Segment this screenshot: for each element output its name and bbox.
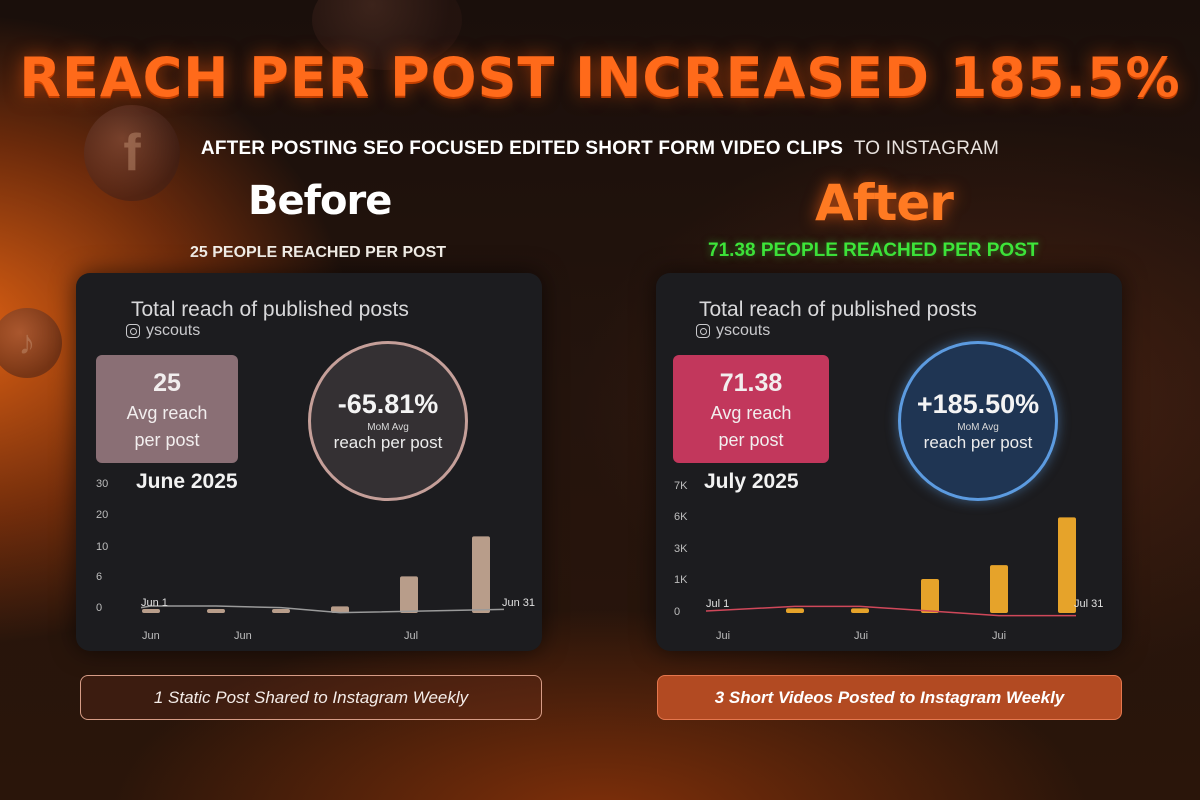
trend-line — [705, 605, 1076, 617]
x-tick-label: Jun — [234, 630, 252, 642]
avg-reach-label-2: per post — [718, 430, 784, 450]
avg-reach-label-1: Avg reach — [710, 403, 792, 423]
chart-bar — [921, 579, 939, 613]
chart-bar — [272, 609, 290, 613]
avg-reach-label-1: Avg reach — [126, 403, 208, 423]
subtitle-bold: AFTER POSTING SEO FOCUSED EDITED SHORT F… — [200, 138, 844, 159]
chart-bar — [851, 608, 869, 613]
x-tick-label: Jui — [854, 630, 868, 642]
instagram-icon — [126, 324, 140, 338]
before-reach-line: 25 PEOPLE REACHED PER POST — [190, 244, 447, 261]
mom-circle: -65.81% MoM Avg reach per post — [308, 341, 468, 501]
x-tick-label: Jui — [716, 630, 730, 642]
y-tick-label: 10 — [96, 541, 108, 553]
account-name: yscouts — [146, 322, 201, 339]
chart-bar — [1058, 517, 1076, 613]
before-heading: Before — [248, 178, 392, 224]
before-panel: Total reach of published posts yscouts 2… — [76, 273, 542, 651]
y-tick-label: 0 — [96, 602, 102, 614]
y-tick-label: 20 — [96, 509, 108, 521]
end-date-label: Jun 31 — [502, 597, 535, 609]
mom-small-label: MoM Avg — [957, 422, 999, 433]
main-title: REACH PER POST INCREASED 185.5% — [19, 46, 1181, 109]
chart-bar — [786, 608, 804, 613]
month-label: July 2025 — [704, 470, 799, 493]
before-chart: 30 20 10 6 0 Jun 1 Jun 31 Jun Jun Jul — [96, 478, 535, 642]
after-panel: Total reach of published posts yscouts 7… — [656, 273, 1122, 651]
y-tick-label: 30 — [96, 478, 108, 490]
before-footer-pill: 1 Static Post Shared to Instagram Weekly — [80, 675, 542, 720]
mom-value: +185.50% — [916, 389, 1040, 419]
y-tick-label: 6K — [674, 511, 688, 523]
trend-line — [140, 605, 505, 614]
x-tick-label: Jun — [142, 630, 160, 642]
chart-bar — [207, 609, 225, 613]
avg-reach-box: 71.38 Avg reach per post — [673, 355, 829, 463]
y-tick-label: 3K — [674, 543, 688, 555]
start-date-label: Jun 1 — [141, 597, 168, 609]
end-date-label: Jul 31 — [1074, 598, 1103, 610]
y-tick-label: 0 — [674, 606, 680, 618]
mom-label: reach per post — [333, 433, 443, 452]
avg-reach-label-2: per post — [134, 430, 200, 450]
decorative-tiktok-coin: ♪ — [0, 308, 62, 378]
y-tick-label: 6 — [96, 571, 102, 583]
after-chart: 7K 6K 3K 1K 0 Jul 1 Jul 31 Jui Jui Jui — [674, 480, 1103, 642]
after-reach-line: 71.38 PEOPLE REACHED PER POST — [708, 240, 1039, 261]
account-label: yscouts — [126, 322, 200, 340]
start-date-label: Jul 1 — [706, 598, 729, 610]
chart-bar — [142, 609, 160, 613]
chart-bar — [990, 565, 1008, 613]
panel-title: Total reach of published posts — [699, 298, 977, 321]
month-label: June 2025 — [136, 470, 238, 493]
y-tick-label: 7K — [674, 480, 688, 492]
chart-bar — [331, 606, 349, 613]
mom-circle: +185.50% MoM Avg reach per post — [898, 341, 1058, 501]
x-tick-label: Jul — [404, 630, 418, 642]
account-label: yscouts — [696, 322, 770, 340]
instagram-icon — [696, 324, 710, 338]
subtitle-thin: TO INSTAGRAM — [853, 138, 1000, 159]
avg-reach-value: 25 — [153, 369, 181, 397]
after-footer-pill: 3 Short Videos Posted to Instagram Weekl… — [657, 675, 1122, 720]
chart-bar — [400, 576, 418, 613]
avg-reach-value: 71.38 — [719, 369, 783, 397]
decorative-facebook-coin: f — [84, 105, 180, 201]
y-tick-label: 1K — [674, 574, 688, 586]
x-tick-label: Jui — [992, 630, 1006, 642]
panel-title: Total reach of published posts — [131, 298, 409, 321]
subtitle: AFTER POSTING SEO FOCUSED EDITED SHORT F… — [0, 138, 1200, 160]
chart-bar — [472, 536, 490, 613]
mom-value: -65.81% — [337, 389, 439, 419]
after-heading: After — [815, 174, 954, 232]
mom-label: reach per post — [923, 433, 1033, 452]
mom-small-label: MoM Avg — [367, 422, 409, 433]
account-name: yscouts — [716, 322, 771, 339]
avg-reach-box: 25 Avg reach per post — [96, 355, 238, 463]
